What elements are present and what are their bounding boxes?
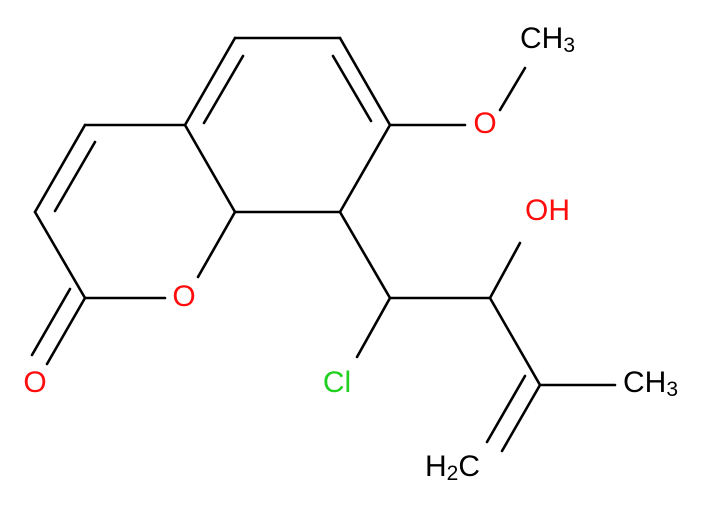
atom-label: CH3 bbox=[520, 22, 575, 57]
atom-label: H2C bbox=[425, 450, 480, 485]
atom-label: O bbox=[23, 366, 46, 399]
atom-label: OH bbox=[525, 194, 570, 227]
atom-label: O bbox=[172, 280, 195, 313]
atom-label: O bbox=[473, 107, 496, 140]
atom-label: Cl bbox=[323, 366, 351, 399]
atom-label: CH3 bbox=[623, 366, 678, 401]
bonds bbox=[30, 36, 617, 453]
